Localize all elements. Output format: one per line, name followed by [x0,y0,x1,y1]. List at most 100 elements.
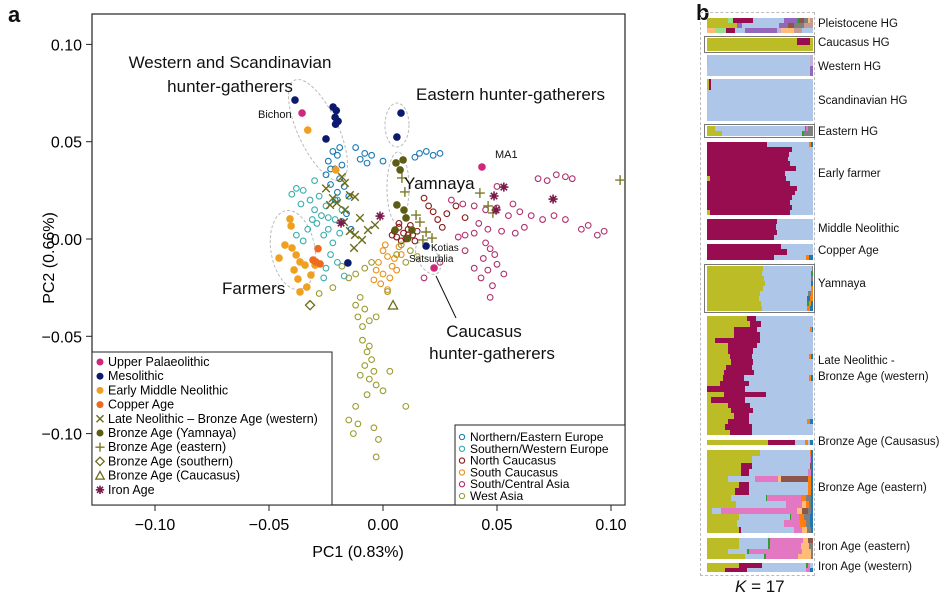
legend-marker-upper-palaeolithic [96,358,104,366]
admixture-panel [700,12,815,576]
admixture-segment [715,28,727,33]
admixture-segment [810,475,813,482]
south-central-asia-point [584,221,592,229]
k-symbol: K [735,577,747,596]
iron-age-point [491,205,501,215]
south-central-asia-point [461,231,469,239]
admixture-row [707,195,813,201]
admixture-row [707,538,813,544]
admixture-segment [810,375,813,381]
admixture-segment [751,353,809,360]
southern-western-europe-point [324,225,332,233]
bronze-age-yamnaya-point [393,201,401,209]
early-middle-neolithic-point [281,241,289,249]
southern-western-europe-point [292,185,300,192]
late-neolithic-bronze-age-western-point [337,172,347,182]
west-asia-point [365,342,373,350]
admixture-row [707,79,813,90]
admixture-segment [807,469,811,476]
south-caucasus-point [372,266,380,274]
admixture-segment [809,326,812,333]
bronze-age-yamnaya-point [403,234,412,243]
admixture-row [707,291,813,296]
legend-marker-mesolithic [96,372,104,380]
mesolithic-point [291,96,299,104]
admixture-segment [789,513,791,521]
admixture-segment [806,418,810,425]
admixture-row [707,450,813,457]
admixture-row [707,407,813,414]
admixture-segment [707,161,790,167]
admixture-segment [744,375,809,381]
admixture-segment [752,359,813,365]
northern-eastern-europe-point [436,149,444,157]
west-asia-point [386,367,394,375]
legend-marker-south-caucasus [458,469,466,476]
admixture-segment [707,28,716,33]
iron-age-point [499,182,509,192]
bronze-age-eastern-point [427,233,437,243]
admixture-segment [807,488,811,495]
admixture-segment [733,326,757,333]
admixture-segment [809,567,813,572]
admixture-segment [749,418,807,425]
admixture-segment [711,397,746,403]
admixture-segment [707,429,731,435]
northern-eastern-europe-point [338,161,346,169]
admixture-row [707,306,813,311]
admixture-segment [734,28,746,33]
mesolithic-point [322,135,330,143]
admixture-row [707,190,813,196]
admixture-segment [707,18,729,23]
southern-western-europe-point [297,200,305,208]
legend-label: West Asia [470,489,523,503]
admixture-segment [785,171,813,177]
panel-label-a: a [8,2,21,27]
y-tick-label: 0.10 [51,37,82,54]
admixture-segment [707,391,724,398]
admixture-segment [736,520,785,527]
south-central-asia-point [577,225,585,233]
admixture-segment [738,543,769,549]
admixture-segment [805,254,809,260]
west-asia-point [368,356,375,364]
southern-western-europe-point [336,229,344,237]
admixture-row [707,402,813,408]
admixture-segment [802,501,806,508]
bronze-age-eastern-point [483,200,494,211]
legend-marker-late-neolithic-bronze-age-western [96,414,104,423]
admixture-segment [805,563,808,568]
late-neolithic-bronze-age-western-point [325,200,335,210]
legend-marker-bronze-age-yamnaya [96,429,104,437]
admixture-segment [776,219,813,225]
upper-palaeolithic-point [430,264,438,272]
admixture-row [707,462,813,470]
admixture-segment [707,526,739,534]
admixture-segment [781,28,794,33]
admixture-segment [806,296,810,301]
legend-item-upper-palaeolithic: Upper Palaeolithic [96,355,209,369]
admixture-row [707,386,813,392]
north-caucasus-point [420,194,428,202]
admixture-segment [728,475,755,482]
admixture-row [707,370,813,376]
admixture-segment [749,380,813,387]
admixture-segment [707,306,763,311]
admixture-row [707,276,813,281]
northern-eastern-europe-point [333,188,341,196]
admixture-segment [810,450,813,457]
west-asia-point [370,424,378,432]
admixture-segment [710,210,790,215]
admixture-group-yamnaya [707,266,813,311]
admixture-segment [809,520,813,527]
admixture-segment [807,563,810,568]
admixture-segment [807,18,810,23]
admixture-segment [789,161,813,167]
highlight-box-yamnaya [704,264,815,313]
admixture-segment [802,548,811,554]
legend-item-copper-age: Copper Age [96,398,174,412]
admixture-segment [806,526,811,534]
early-middle-neolithic-point [286,215,294,223]
admixture-segment [707,286,764,291]
x-axis-label: PC1 (0.83%) [312,544,404,561]
